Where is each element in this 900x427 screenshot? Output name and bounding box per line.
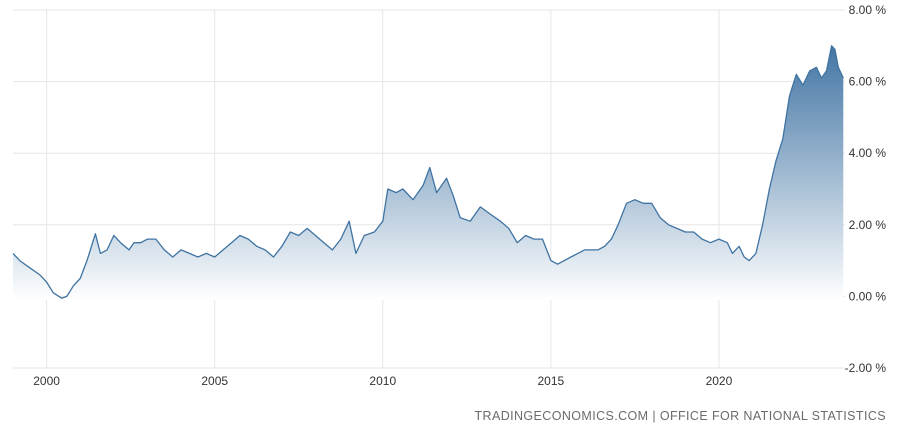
- y-tick-label: 8.00 %: [849, 3, 887, 17]
- y-tick-label: 4.00 %: [849, 146, 887, 160]
- x-tick-label: 2015: [538, 374, 565, 388]
- y-tick-label: 0.00 %: [849, 289, 887, 303]
- area-chart: 8.00 % 6.00 % 4.00 % 2.00 % 0.00 % -2.00 % 20…: [12, 3, 887, 388]
- series-line: [12, 45, 844, 299]
- series-layer: [12, 45, 844, 300]
- y-tick-label: 2.00 %: [849, 218, 887, 232]
- x-tick-label: 2000: [33, 374, 60, 388]
- y-tick-label: 6.00 %: [849, 75, 887, 89]
- y-axis: 8.00 % 6.00 % 4.00 % 2.00 % 0.00 % -2.00 %: [845, 3, 887, 375]
- x-tick-label: 2005: [201, 374, 228, 388]
- x-tick-label: 2010: [369, 374, 396, 388]
- x-tick-label: 2020: [706, 374, 733, 388]
- x-axis: 2000 2005 2010 2015 2020: [33, 374, 732, 388]
- y-tick-label: -2.00 %: [845, 361, 887, 375]
- source-attribution: TRADINGECONOMICS.COM | OFFICE FOR NATION…: [474, 409, 886, 423]
